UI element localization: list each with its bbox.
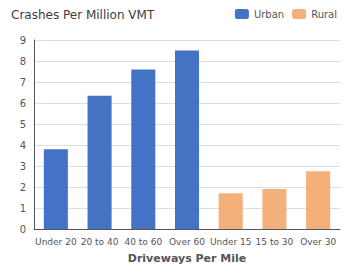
svg-text:8: 8 — [20, 56, 26, 67]
svg-text:7: 7 — [20, 77, 26, 88]
svg-text:Rural: Rural — [311, 9, 337, 20]
svg-text:Under 20: Under 20 — [35, 237, 77, 247]
svg-text:4: 4 — [20, 140, 26, 151]
svg-text:0: 0 — [20, 224, 26, 235]
svg-text:40 to 60: 40 to 60 — [124, 237, 162, 247]
svg-text:Urban: Urban — [254, 9, 284, 20]
svg-text:Under 15: Under 15 — [210, 237, 252, 247]
svg-text:5: 5 — [20, 119, 26, 130]
svg-text:Over 30: Over 30 — [300, 237, 336, 247]
svg-text:9: 9 — [20, 35, 26, 46]
svg-text:6: 6 — [20, 98, 26, 109]
svg-text:15 to 30: 15 to 30 — [256, 237, 294, 247]
svg-text:2: 2 — [20, 182, 26, 193]
svg-text:Over 60: Over 60 — [169, 237, 205, 247]
svg-text:3: 3 — [20, 161, 26, 172]
svg-text:Driveways Per Mile: Driveways Per Mile — [128, 252, 246, 265]
svg-text:1: 1 — [20, 203, 26, 214]
svg-text:20 to 40: 20 to 40 — [81, 237, 119, 247]
svg-text:Crashes Per Million VMT: Crashes Per Million VMT — [11, 8, 155, 22]
